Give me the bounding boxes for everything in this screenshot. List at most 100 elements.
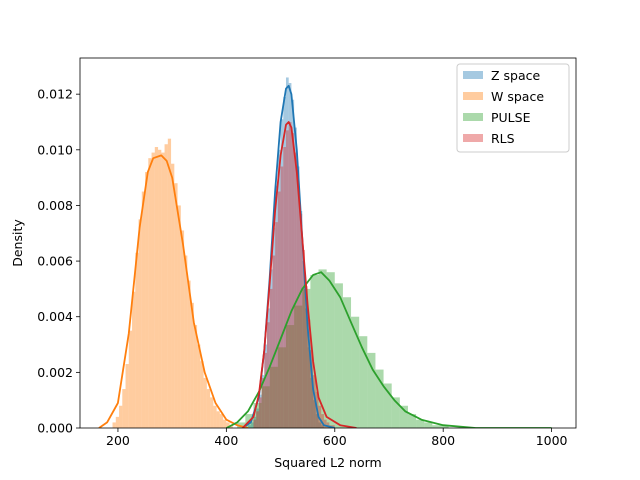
- hist-bar: [285, 325, 295, 428]
- kde-line-pulse: [225, 271, 552, 428]
- hist-bar: [313, 400, 316, 428]
- hist-bar: [391, 397, 400, 428]
- hist-bar: [112, 422, 116, 428]
- hist-bar: [138, 219, 142, 428]
- hist-bar: [161, 152, 165, 428]
- hist-bar: [277, 149, 281, 428]
- hist-bar: [167, 138, 172, 428]
- hist-bar: [302, 261, 305, 428]
- hist-bar: [132, 291, 136, 428]
- legend-swatch: [463, 113, 483, 121]
- hist-bar: [269, 288, 273, 428]
- hist-bar: [275, 222, 278, 428]
- hist-bar: [216, 411, 220, 428]
- hist-bar: [229, 425, 233, 428]
- hist-bar: [267, 322, 270, 428]
- legend-swatch: [463, 71, 483, 79]
- hist-bar: [272, 255, 276, 428]
- hist-bar: [223, 419, 227, 428]
- legend-label: RLS: [491, 131, 515, 146]
- hist-bar: [213, 405, 217, 428]
- x-tick-label: 1000: [536, 433, 568, 448]
- hist-bar: [296, 180, 300, 428]
- hist-bar: [277, 191, 281, 428]
- hist-bar: [407, 414, 417, 428]
- hist-bar: [375, 369, 384, 428]
- hist-bar: [122, 389, 126, 428]
- hist-bar: [310, 350, 314, 428]
- hist-bar: [359, 336, 368, 428]
- hist-bar: [177, 205, 181, 428]
- legend-label: PULSE: [491, 110, 531, 125]
- plot-area: [98, 77, 552, 428]
- hist-bar: [416, 419, 425, 428]
- hist-bar: [321, 414, 324, 428]
- hist-bar: [304, 308, 308, 428]
- hist-bar: [367, 352, 376, 428]
- hist-bar: [294, 127, 297, 428]
- x-axis-label: Squared L2 norm: [274, 455, 381, 470]
- hist-bar: [115, 416, 120, 428]
- hist-bar: [275, 185, 278, 428]
- hist-bar: [164, 144, 168, 428]
- hist-bar: [264, 344, 268, 428]
- hist-bar: [280, 119, 284, 428]
- hist-bar: [399, 405, 408, 428]
- hist-rls: [253, 121, 335, 428]
- hist-bar: [261, 386, 270, 428]
- hist-bar: [193, 325, 198, 428]
- y-axis: 0.000 0.002 0.004 0.006 0.008 0.010 0.012: [37, 87, 80, 436]
- hist-bar: [315, 414, 319, 428]
- hist-bar: [256, 408, 259, 428]
- hist-bar: [187, 280, 191, 428]
- hist-bar: [318, 405, 322, 428]
- hist-bar: [272, 227, 276, 428]
- kde-line-rls: [241, 121, 357, 428]
- y-tick-label: 0.010: [37, 142, 73, 157]
- hist-bar: [310, 274, 319, 428]
- hist-bar: [119, 405, 123, 428]
- hist-bar: [285, 77, 289, 428]
- legend-label: Z space: [491, 68, 541, 83]
- hist-bar: [219, 414, 224, 428]
- hist-bar: [200, 361, 204, 428]
- hist-bar: [351, 316, 360, 428]
- hist-bar: [125, 364, 129, 428]
- hist-bar: [206, 389, 211, 428]
- hist-bar: [440, 425, 449, 428]
- y-tick-label: 0.002: [37, 365, 73, 380]
- hist-bar: [326, 272, 335, 428]
- hist-bar: [253, 416, 257, 428]
- hist-bar: [294, 152, 297, 428]
- hist-bar: [248, 425, 251, 428]
- hist-bar: [269, 269, 273, 428]
- hist-bar: [285, 130, 289, 428]
- hist-bar: [299, 213, 303, 428]
- hist-bar: [154, 147, 159, 428]
- hist-bar: [269, 366, 278, 428]
- hist-bar: [237, 422, 246, 428]
- hist-bar: [321, 425, 324, 428]
- y-tick-label: 0.006: [37, 254, 73, 269]
- hist-bar: [313, 375, 316, 428]
- hist-bar: [432, 425, 441, 428]
- hist-bar: [250, 422, 254, 428]
- x-tick-label: 400: [214, 433, 238, 448]
- hist-bar: [294, 305, 303, 428]
- y-tick-label: 0.012: [37, 87, 73, 102]
- hist-bar: [190, 302, 194, 428]
- hist-bar: [318, 269, 327, 428]
- y-tick-label: 0.004: [37, 309, 73, 324]
- hist-bar: [291, 133, 295, 428]
- hist-bar: [383, 383, 392, 428]
- x-tick-label: 800: [431, 433, 455, 448]
- x-axis: 200 400 600 800 1000: [106, 428, 568, 448]
- hist-bar: [203, 377, 207, 428]
- hist-bar: [332, 425, 335, 428]
- hist-bar: [151, 152, 155, 428]
- legend-swatch: [463, 134, 483, 142]
- y-axis-label: Density: [10, 219, 25, 267]
- hist-bar: [158, 149, 162, 428]
- x-tick-label: 200: [106, 433, 130, 448]
- hist-bar: [174, 183, 178, 428]
